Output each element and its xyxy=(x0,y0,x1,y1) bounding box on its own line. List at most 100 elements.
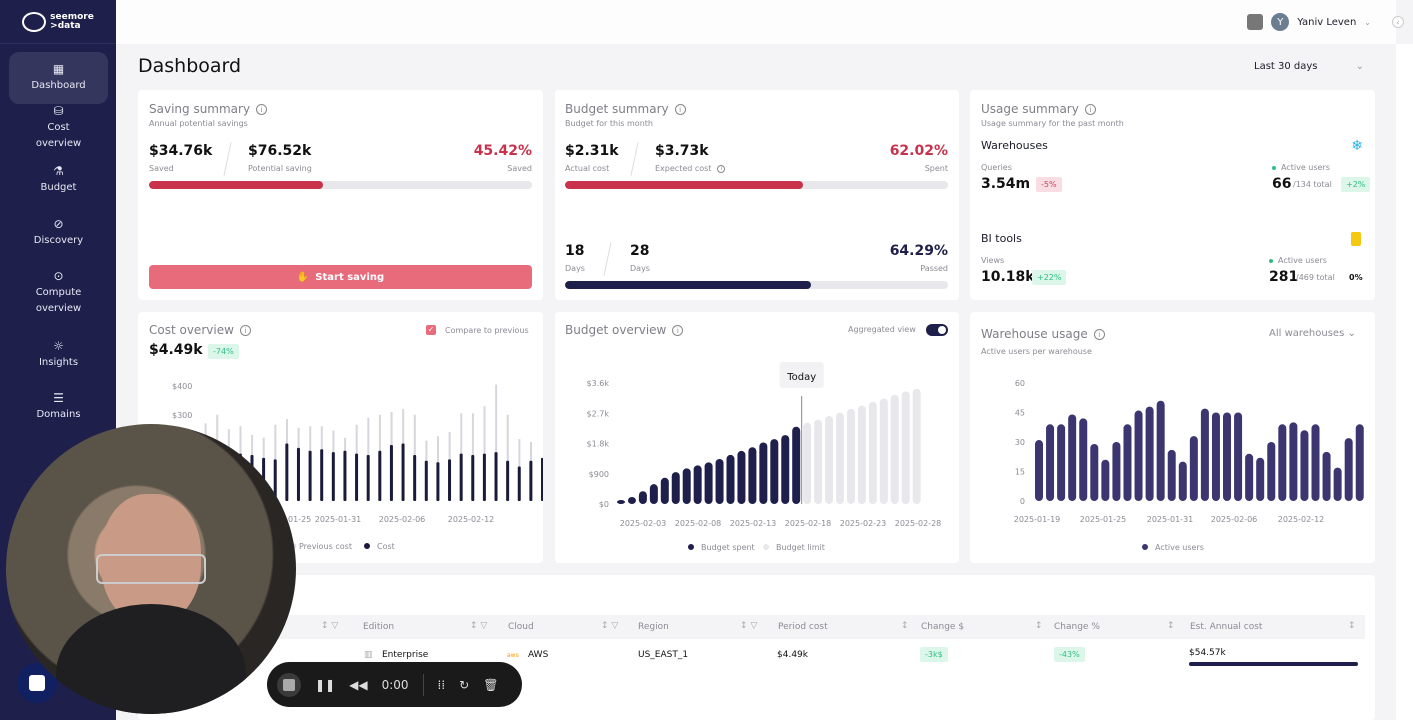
card-subtitle: Budget for this month xyxy=(565,119,653,128)
x-tick-label: 2025-01-31 xyxy=(315,515,362,524)
grid-button[interactable]: ⁞⁞ xyxy=(437,677,446,692)
sidebar-item-compute-overview[interactable]: ⊙ Compute overview xyxy=(9,265,108,321)
warehouse-usage-card: Warehouse usage i Active users per wareho… xyxy=(970,312,1375,563)
column-header[interactable]: Change $ xyxy=(921,622,965,632)
active-users-bar xyxy=(1068,414,1077,501)
column-header[interactable]: Est. Annual cost xyxy=(1190,622,1263,632)
cost-bar xyxy=(413,455,417,501)
stop-button[interactable] xyxy=(277,672,301,697)
info-icon[interactable]: i xyxy=(256,104,268,115)
cost-bar xyxy=(482,453,486,501)
user-menu[interactable]: Y Yaniv Leven ⌄ xyxy=(1247,13,1371,31)
sort-icon[interactable]: ↕ xyxy=(901,621,909,631)
aggregated-view-toggle[interactable] xyxy=(926,324,948,336)
today-label: Today xyxy=(786,372,816,383)
rewind-button[interactable]: ◀◀ xyxy=(349,677,368,692)
start-saving-label: Start saving xyxy=(315,271,385,283)
info-icon[interactable]: i xyxy=(672,325,684,336)
sidebar-item-domains[interactable]: ☰ Domains xyxy=(9,387,108,427)
info-icon[interactable]: i xyxy=(717,164,726,173)
sidebar-item-budget[interactable]: ⚗ Budget xyxy=(9,160,108,200)
y-tick-label: 60 xyxy=(1015,379,1025,388)
column-header[interactable]: Edition xyxy=(363,622,395,632)
sidebar-item-discovery[interactable]: ⊘ Discovery xyxy=(9,213,108,253)
sidebar-item-dashboard[interactable]: ▦ Dashboard xyxy=(9,52,108,104)
sort-icon[interactable]: ↕ ▽ xyxy=(321,621,339,631)
previous-cost-bar xyxy=(495,384,498,501)
budget-spent-bar xyxy=(781,435,790,504)
start-saving-button[interactable]: ✋ Start saving xyxy=(149,265,532,289)
warehouse-chart: 60 45 30 15 0 2025-01-19 2025-01-25 2025-01-31 2… xyxy=(1014,379,1364,552)
column-header[interactable]: Cloud xyxy=(508,622,534,632)
restart-button[interactable]: ↻ xyxy=(459,677,470,692)
column-header[interactable]: Period cost xyxy=(778,622,828,632)
y-tick-label: $1.8k xyxy=(587,440,610,449)
active-users-bar xyxy=(1344,438,1353,501)
sort-icon[interactable]: ↕ xyxy=(1035,621,1043,631)
active-users-bar xyxy=(1101,459,1110,501)
budget-spent-bar xyxy=(693,465,702,504)
page-title: Dashboard xyxy=(138,55,242,77)
warehouses-title: Warehouses xyxy=(981,139,1048,152)
collapse-panel-button[interactable]: ‹ xyxy=(1392,16,1404,28)
active-users-label: Active users xyxy=(1281,163,1330,172)
recording-controls: ❚❚ ◀◀ 0:00 ⁞⁞ ↻ 🗑 xyxy=(267,662,522,707)
delete-button[interactable]: 🗑 xyxy=(483,677,499,692)
avatar: Y xyxy=(1271,13,1290,31)
sort-icon[interactable]: ↕ ▽ xyxy=(601,621,619,631)
legend-dot xyxy=(364,543,370,549)
active-users-bar xyxy=(1245,453,1254,501)
annual-cost-cell: $54.57k xyxy=(1189,648,1226,658)
webcam-face xyxy=(101,494,201,624)
legend-dot xyxy=(1142,544,1148,550)
pause-button[interactable]: ❚❚ xyxy=(315,677,336,692)
active-users-bar xyxy=(1289,422,1298,501)
sidebar-item-label: Compute overview xyxy=(35,287,82,314)
saving-progress-fill xyxy=(149,181,323,189)
cost-bar xyxy=(273,459,277,501)
dashboard-icon: ▦ xyxy=(52,62,65,76)
spent-progress-fill xyxy=(565,181,803,189)
card-title: Budget overview xyxy=(565,323,667,337)
sidebar-item-label: Insights xyxy=(38,357,79,368)
cost-bar xyxy=(529,460,533,501)
sort-icon[interactable]: ↕ ▽ xyxy=(740,621,758,631)
chat-icon xyxy=(29,675,45,691)
info-icon[interactable]: i xyxy=(239,325,251,336)
budget-spent-bar xyxy=(627,496,636,504)
sidebar-item-cost-overview[interactable]: ⛁ Cost overview xyxy=(9,104,108,149)
active-users-bar xyxy=(1256,457,1265,501)
logo[interactable]: seemore >data xyxy=(0,0,116,44)
active-users-bar xyxy=(1311,424,1320,501)
sort-icon[interactable]: ↕ ▽ xyxy=(470,621,488,631)
info-icon[interactable]: i xyxy=(1093,329,1105,340)
bi-active-users: 281 xyxy=(1269,269,1299,285)
sidebar-item-insights[interactable]: ☼ Insights xyxy=(9,335,108,375)
sidebar-item-label: Cost overview xyxy=(35,122,82,149)
queries-change-badge: -5% xyxy=(1036,177,1062,192)
days-elapsed-label: Days xyxy=(565,264,585,273)
date-range-select[interactable]: Last 30 days ⌄ xyxy=(1245,56,1373,76)
sort-icon[interactable]: ↕ xyxy=(1167,621,1175,631)
active-users-bar xyxy=(1167,449,1176,501)
sort-icon[interactable]: ↕ xyxy=(1348,621,1356,631)
active-users-change-badge: +2% xyxy=(1341,177,1371,192)
x-tick-label: 2025-01-25 xyxy=(1080,515,1127,524)
compare-checkbox[interactable]: ✓ xyxy=(426,325,436,335)
warehouse-filter[interactable]: All warehouses ⌄ xyxy=(1269,328,1356,339)
column-header[interactable]: Region xyxy=(638,622,669,632)
info-icon[interactable]: i xyxy=(674,104,686,115)
budget-spent-bar xyxy=(770,439,779,504)
passed-label: Passed xyxy=(920,264,948,273)
info-icon[interactable]: i xyxy=(1084,104,1096,115)
column-header[interactable]: Change % xyxy=(1054,622,1100,632)
lightbulb-icon: ☼ xyxy=(53,339,64,353)
table-header: Edition Cloud Region Period cost Change $ Cha… xyxy=(138,615,1365,639)
cost-bar xyxy=(517,466,521,501)
domains-icon: ☰ xyxy=(53,391,64,405)
webcam-overlay[interactable] xyxy=(6,424,296,714)
cost-bar xyxy=(436,462,440,501)
y-tick-label: 0 xyxy=(1020,497,1025,506)
divider xyxy=(630,142,639,176)
active-users-bar xyxy=(1035,440,1043,501)
